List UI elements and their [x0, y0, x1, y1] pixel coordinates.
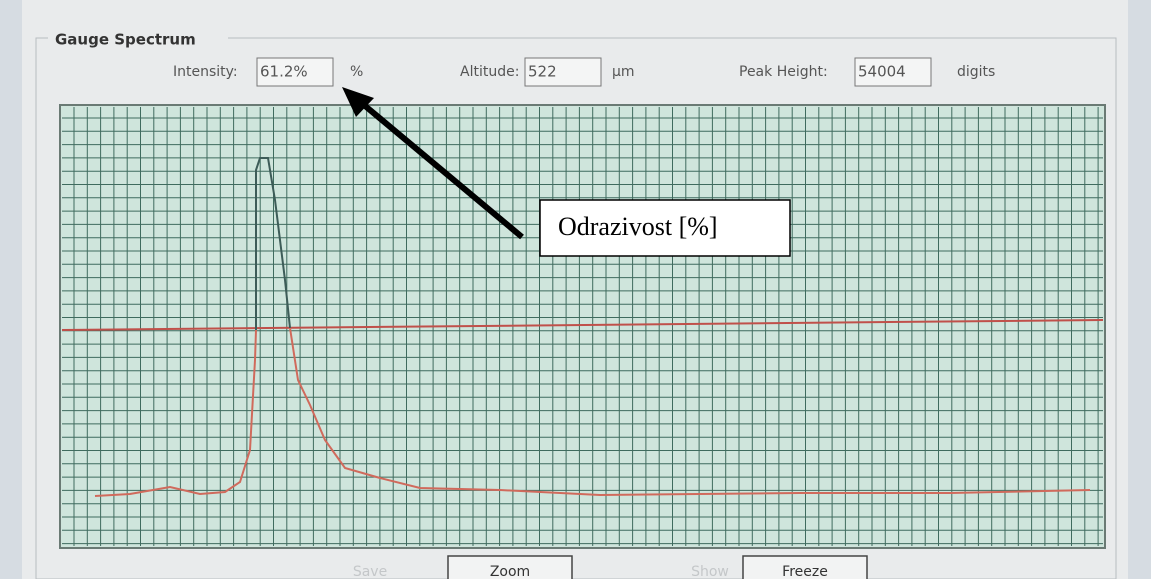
field-unit: %: [350, 64, 363, 80]
window-edge: [0, 0, 22, 579]
window-edge: [1128, 0, 1151, 579]
field-label: Intensity:: [173, 64, 238, 80]
field-unit: µm: [612, 64, 635, 80]
field-label: Peak Height:: [739, 64, 828, 80]
annotation: Odrazivost [%]: [558, 212, 718, 241]
field-value: 61.2%: [260, 63, 308, 81]
field-unit: digits: [957, 64, 995, 80]
panel-title: Gauge Spectrum: [55, 31, 196, 49]
field-value: 522: [528, 63, 557, 81]
field-label: Altitude:: [460, 64, 519, 80]
button[interactable]: Zoom: [490, 564, 530, 579]
screenshot: Gauge Spectrum Intensity: 61.2%% Altitude:…: [0, 0, 1151, 579]
button[interactable]: Save: [353, 564, 387, 579]
button[interactable]: Show: [691, 564, 729, 579]
field-value: 54004: [858, 63, 906, 81]
button[interactable]: Freeze: [782, 564, 828, 579]
